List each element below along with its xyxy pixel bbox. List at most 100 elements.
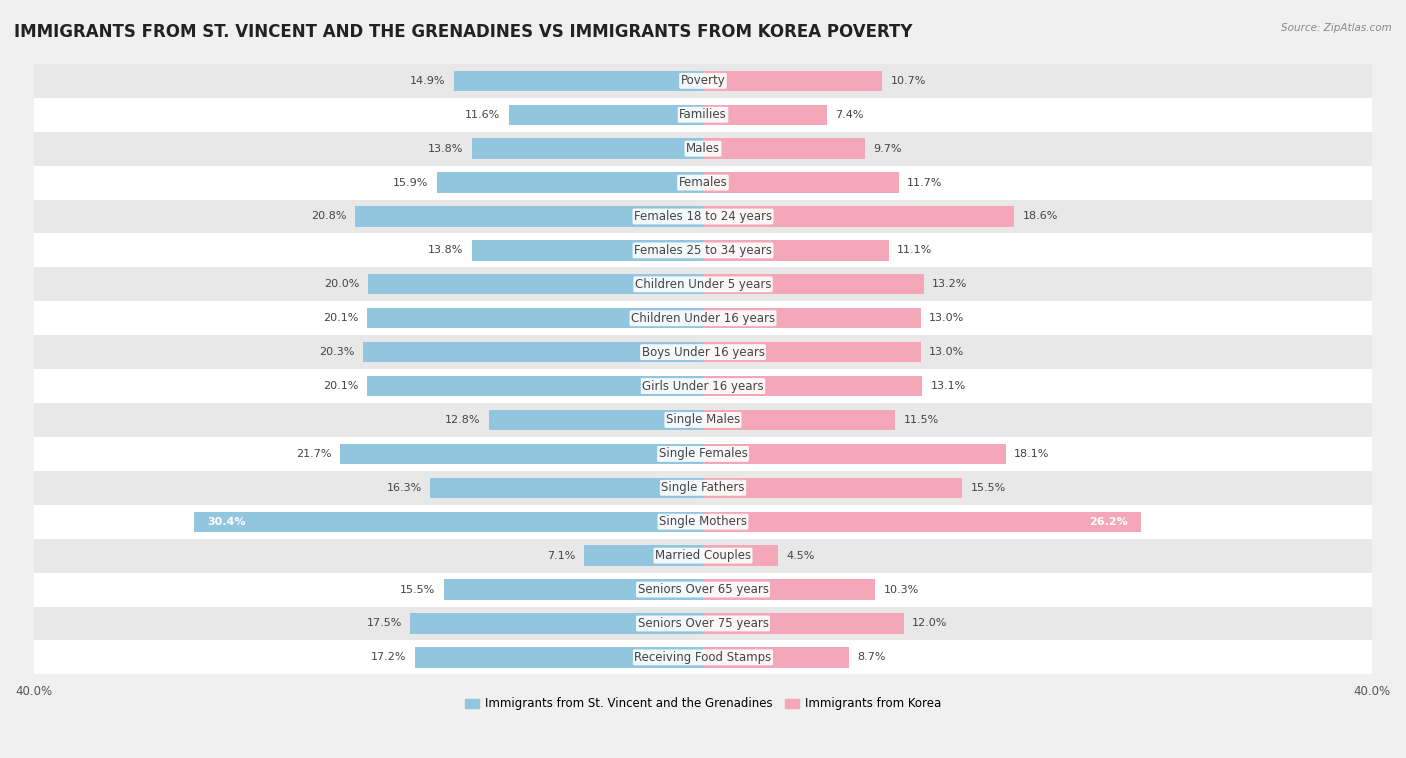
Text: 9.7%: 9.7% <box>873 144 903 154</box>
Text: 13.8%: 13.8% <box>429 246 464 255</box>
Bar <box>411 613 703 634</box>
Text: 20.1%: 20.1% <box>323 381 359 391</box>
Text: 7.1%: 7.1% <box>547 550 576 561</box>
Text: 21.7%: 21.7% <box>295 449 332 459</box>
Bar <box>703 105 827 125</box>
Text: 16.3%: 16.3% <box>387 483 422 493</box>
Text: 13.8%: 13.8% <box>429 144 464 154</box>
Bar <box>437 172 703 193</box>
Bar <box>415 647 703 668</box>
Bar <box>703 478 963 498</box>
Text: Girls Under 16 years: Girls Under 16 years <box>643 380 763 393</box>
Text: 18.6%: 18.6% <box>1022 211 1059 221</box>
Text: Single Fathers: Single Fathers <box>661 481 745 494</box>
Text: 20.0%: 20.0% <box>325 279 360 290</box>
Bar <box>703 240 889 261</box>
Bar <box>34 437 1372 471</box>
Text: Males: Males <box>686 143 720 155</box>
Bar <box>34 539 1372 572</box>
Text: 11.7%: 11.7% <box>907 177 942 187</box>
Text: 12.8%: 12.8% <box>444 415 481 425</box>
Text: 8.7%: 8.7% <box>858 653 886 662</box>
Text: 10.7%: 10.7% <box>890 76 925 86</box>
Bar <box>443 579 703 600</box>
Text: 20.3%: 20.3% <box>319 347 354 357</box>
Text: Source: ZipAtlas.com: Source: ZipAtlas.com <box>1281 23 1392 33</box>
Bar <box>34 64 1372 98</box>
Bar <box>509 105 703 125</box>
Text: 4.5%: 4.5% <box>787 550 815 561</box>
Bar <box>703 139 865 159</box>
Bar <box>34 132 1372 165</box>
Bar <box>34 403 1372 437</box>
Bar <box>703 613 904 634</box>
Bar <box>368 274 703 295</box>
Bar <box>703 206 1014 227</box>
Bar <box>34 572 1372 606</box>
Bar <box>34 505 1372 539</box>
Text: 20.8%: 20.8% <box>311 211 346 221</box>
Bar <box>34 335 1372 369</box>
Bar <box>703 376 922 396</box>
Bar <box>354 206 703 227</box>
Text: IMMIGRANTS FROM ST. VINCENT AND THE GRENADINES VS IMMIGRANTS FROM KOREA POVERTY: IMMIGRANTS FROM ST. VINCENT AND THE GREN… <box>14 23 912 41</box>
Text: Families: Families <box>679 108 727 121</box>
Bar <box>34 641 1372 675</box>
Text: Boys Under 16 years: Boys Under 16 years <box>641 346 765 359</box>
Bar <box>489 410 703 430</box>
Bar <box>703 647 849 668</box>
Bar <box>363 342 703 362</box>
Text: Single Mothers: Single Mothers <box>659 515 747 528</box>
Text: 30.4%: 30.4% <box>208 517 246 527</box>
Bar <box>34 606 1372 641</box>
Text: 15.9%: 15.9% <box>394 177 429 187</box>
Text: 11.6%: 11.6% <box>465 110 501 120</box>
Bar <box>472 240 703 261</box>
Text: Seniors Over 75 years: Seniors Over 75 years <box>637 617 769 630</box>
Text: 7.4%: 7.4% <box>835 110 863 120</box>
Bar <box>472 139 703 159</box>
Bar <box>367 376 703 396</box>
Text: 17.2%: 17.2% <box>371 653 406 662</box>
Text: 10.3%: 10.3% <box>884 584 920 594</box>
Text: Receiving Food Stamps: Receiving Food Stamps <box>634 651 772 664</box>
Text: Females: Females <box>679 176 727 189</box>
Bar <box>194 512 703 532</box>
Bar <box>583 546 703 565</box>
Text: Females 25 to 34 years: Females 25 to 34 years <box>634 244 772 257</box>
Bar <box>34 199 1372 233</box>
Text: Females 18 to 24 years: Females 18 to 24 years <box>634 210 772 223</box>
Bar <box>703 172 898 193</box>
Text: 17.5%: 17.5% <box>367 619 402 628</box>
Bar <box>703 579 876 600</box>
Bar <box>703 546 779 565</box>
Text: 13.1%: 13.1% <box>931 381 966 391</box>
Bar <box>703 512 1142 532</box>
Bar <box>340 443 703 464</box>
Legend: Immigrants from St. Vincent and the Grenadines, Immigrants from Korea: Immigrants from St. Vincent and the Gren… <box>460 693 946 715</box>
Text: 14.9%: 14.9% <box>409 76 446 86</box>
Bar <box>430 478 703 498</box>
Text: 20.1%: 20.1% <box>323 313 359 323</box>
Text: 15.5%: 15.5% <box>970 483 1007 493</box>
Text: Children Under 5 years: Children Under 5 years <box>634 278 772 291</box>
Text: Single Males: Single Males <box>666 413 740 427</box>
Bar <box>703 410 896 430</box>
Bar <box>34 98 1372 132</box>
Text: 26.2%: 26.2% <box>1090 517 1128 527</box>
Bar <box>703 308 921 328</box>
Text: 18.1%: 18.1% <box>1014 449 1050 459</box>
Text: 11.1%: 11.1% <box>897 246 932 255</box>
Text: Children Under 16 years: Children Under 16 years <box>631 312 775 324</box>
Bar <box>454 70 703 91</box>
Bar <box>34 268 1372 301</box>
Text: 11.5%: 11.5% <box>904 415 939 425</box>
Bar <box>703 342 921 362</box>
Bar <box>34 233 1372 268</box>
Bar <box>703 274 924 295</box>
Text: Married Couples: Married Couples <box>655 549 751 562</box>
Bar <box>367 308 703 328</box>
Bar <box>703 443 1005 464</box>
Text: Single Females: Single Females <box>658 447 748 460</box>
Text: 13.0%: 13.0% <box>929 313 965 323</box>
